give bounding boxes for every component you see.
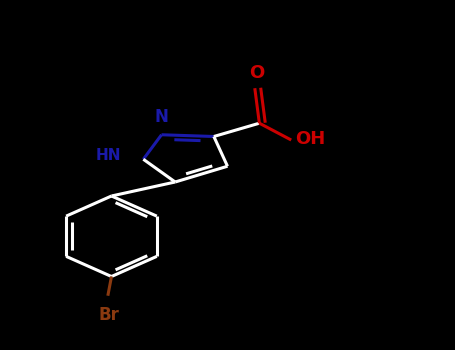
Text: OH: OH [295,130,325,148]
Text: Br: Br [99,306,120,323]
Text: HN: HN [96,148,121,162]
Text: O: O [249,64,265,82]
Text: N: N [155,108,168,126]
